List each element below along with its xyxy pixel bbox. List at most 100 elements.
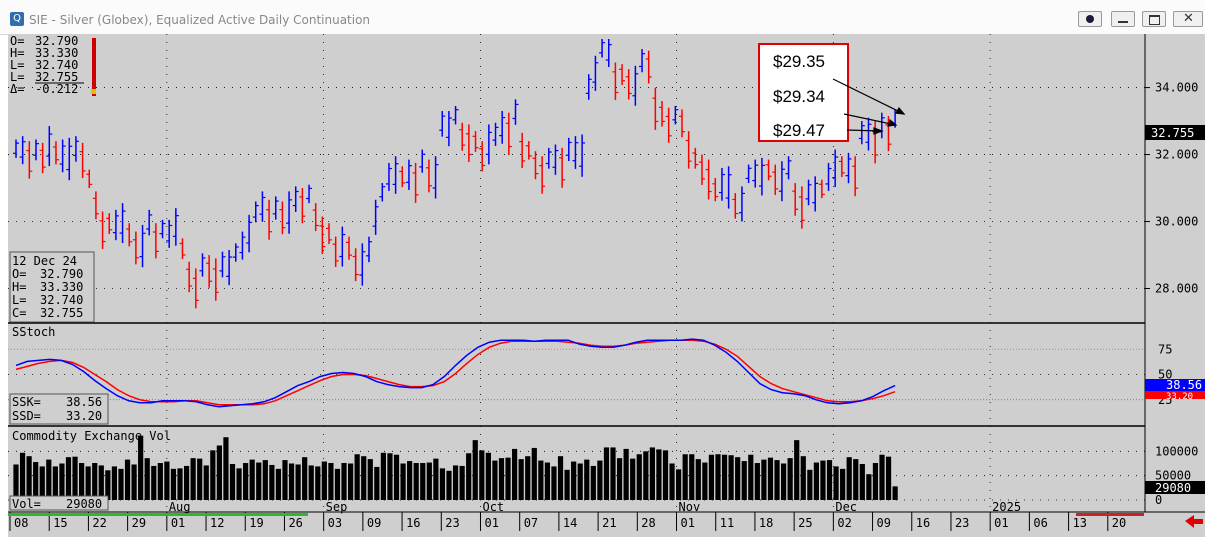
scroll-strip-green[interactable]	[8, 513, 308, 516]
volume-bar	[735, 457, 741, 500]
volume-bar	[72, 456, 78, 500]
range-marker	[91, 89, 96, 94]
annotation-box[interactable]	[758, 43, 849, 142]
volume-bar	[118, 468, 124, 500]
volume-bar	[302, 457, 308, 500]
info-value: 32.755	[40, 306, 83, 320]
y-axis-labels: 34.00032.00030.00028.0007550251000005000…	[1145, 81, 1198, 507]
annotation-label: $29.47	[773, 121, 825, 140]
arrow-line	[843, 113, 897, 126]
volume-bar	[439, 468, 446, 500]
grid-layer	[8, 34, 1145, 512]
ssk-badge-text: 38.56	[1166, 378, 1202, 392]
volume-bar	[420, 463, 426, 500]
minimize-button[interactable]	[1111, 11, 1135, 27]
ssd-value: 33.20	[66, 409, 102, 423]
x-axis-labels: 08 15 22 29 01 Aug 12 19 26 03 Sep 09 16 23 01 Oct 07 14 2…	[9, 500, 1126, 531]
volume-bar	[275, 468, 282, 500]
volume-bar	[407, 461, 413, 500]
volume-bar	[538, 460, 544, 500]
volume-bar	[492, 460, 498, 500]
ssk-badge	[1145, 379, 1205, 391]
volume-bar	[249, 459, 255, 500]
volume-bar	[459, 465, 465, 500]
dot-button[interactable]	[1078, 11, 1102, 27]
ohlc-readout: O= 32.790 H= 33.330 L= 32.740 L= 32.755 …	[10, 34, 96, 96]
x-tick-label: 15	[53, 516, 67, 530]
close-icon: ✕	[1183, 11, 1194, 26]
volume-bar	[328, 463, 334, 500]
ohlc-label: O=	[10, 34, 24, 48]
volume-bar	[800, 456, 806, 500]
volume-bar	[879, 454, 885, 500]
x-tick-label: 02	[837, 516, 851, 530]
volume-bar	[131, 464, 137, 500]
volume-bar	[52, 466, 58, 500]
ohlc-label: L=	[10, 58, 24, 72]
volume-bar	[393, 454, 400, 500]
volume-bar	[551, 466, 557, 500]
x-tick-label: 20	[1112, 516, 1126, 530]
volume-bar	[374, 466, 380, 500]
annotation-label: $29.35	[773, 52, 825, 71]
scroll-strip-red[interactable]	[1076, 513, 1144, 516]
ssd-label: SSD=	[12, 409, 41, 423]
volume-bar	[656, 449, 662, 500]
info-value: 32.740	[40, 293, 83, 307]
x-tick-label: 16	[916, 516, 930, 530]
volume-bar	[669, 463, 675, 500]
volume-bar	[485, 452, 491, 500]
info-value: 33.330	[40, 280, 83, 294]
volume-bar	[46, 459, 52, 500]
volume-bar	[26, 456, 32, 500]
vol-value: 29080	[66, 497, 102, 511]
volume-bar	[695, 459, 701, 500]
volume-bar	[590, 465, 596, 500]
volume-bar	[728, 455, 734, 500]
x-tick-label: 16	[406, 516, 420, 530]
y-tick-label: 30.000	[1155, 215, 1198, 229]
x-tick-label: 01	[994, 516, 1008, 530]
volume-bar	[308, 465, 314, 500]
ohlc-value: 32.755	[35, 70, 78, 84]
volume-bar	[630, 458, 636, 500]
ssd-badge-text: 33.20	[1166, 392, 1193, 402]
restore-button[interactable]	[1142, 11, 1166, 27]
scroll-arrow-icon[interactable]	[1185, 515, 1203, 528]
volume-bars	[13, 435, 898, 500]
volume-bar	[603, 447, 610, 500]
ssd-badge	[1145, 391, 1205, 399]
volume-bar	[13, 464, 19, 500]
volume-bar	[597, 460, 603, 500]
volume-bar	[39, 466, 45, 500]
x-tick-label: 28	[641, 516, 655, 530]
y-tick-label: 34.000	[1155, 81, 1198, 95]
x-tick-label: 09	[367, 516, 381, 530]
y-tick-label: 75	[1158, 342, 1172, 356]
volume-bar	[164, 461, 170, 500]
x-tick-label: 11	[720, 516, 734, 530]
volume-bar	[525, 456, 531, 500]
volume-bar	[367, 459, 373, 500]
month-label: Sep	[326, 500, 348, 514]
ohlc-value: 32.740	[35, 58, 78, 72]
volume-bar	[256, 462, 262, 500]
volume-bar	[151, 465, 157, 500]
volume-bar	[334, 468, 341, 500]
volume-bar	[512, 448, 518, 500]
x-tick-label: 07	[524, 516, 538, 530]
x-tick-label: 23	[955, 516, 969, 530]
volume-bar	[813, 462, 819, 500]
volume-bar	[807, 469, 813, 500]
close-button[interactable]: ✕	[1173, 11, 1203, 27]
volume-bar	[197, 458, 203, 500]
volume-bar	[79, 463, 85, 500]
volume-bar	[479, 450, 485, 500]
volume-bar	[190, 458, 196, 500]
y-tick-label: 32.000	[1155, 148, 1198, 162]
month-label: Dec	[835, 500, 857, 514]
volume-bar	[892, 486, 898, 500]
volume-bar	[721, 454, 728, 500]
price-bars	[13, 39, 899, 309]
info-label: C=	[12, 306, 26, 320]
